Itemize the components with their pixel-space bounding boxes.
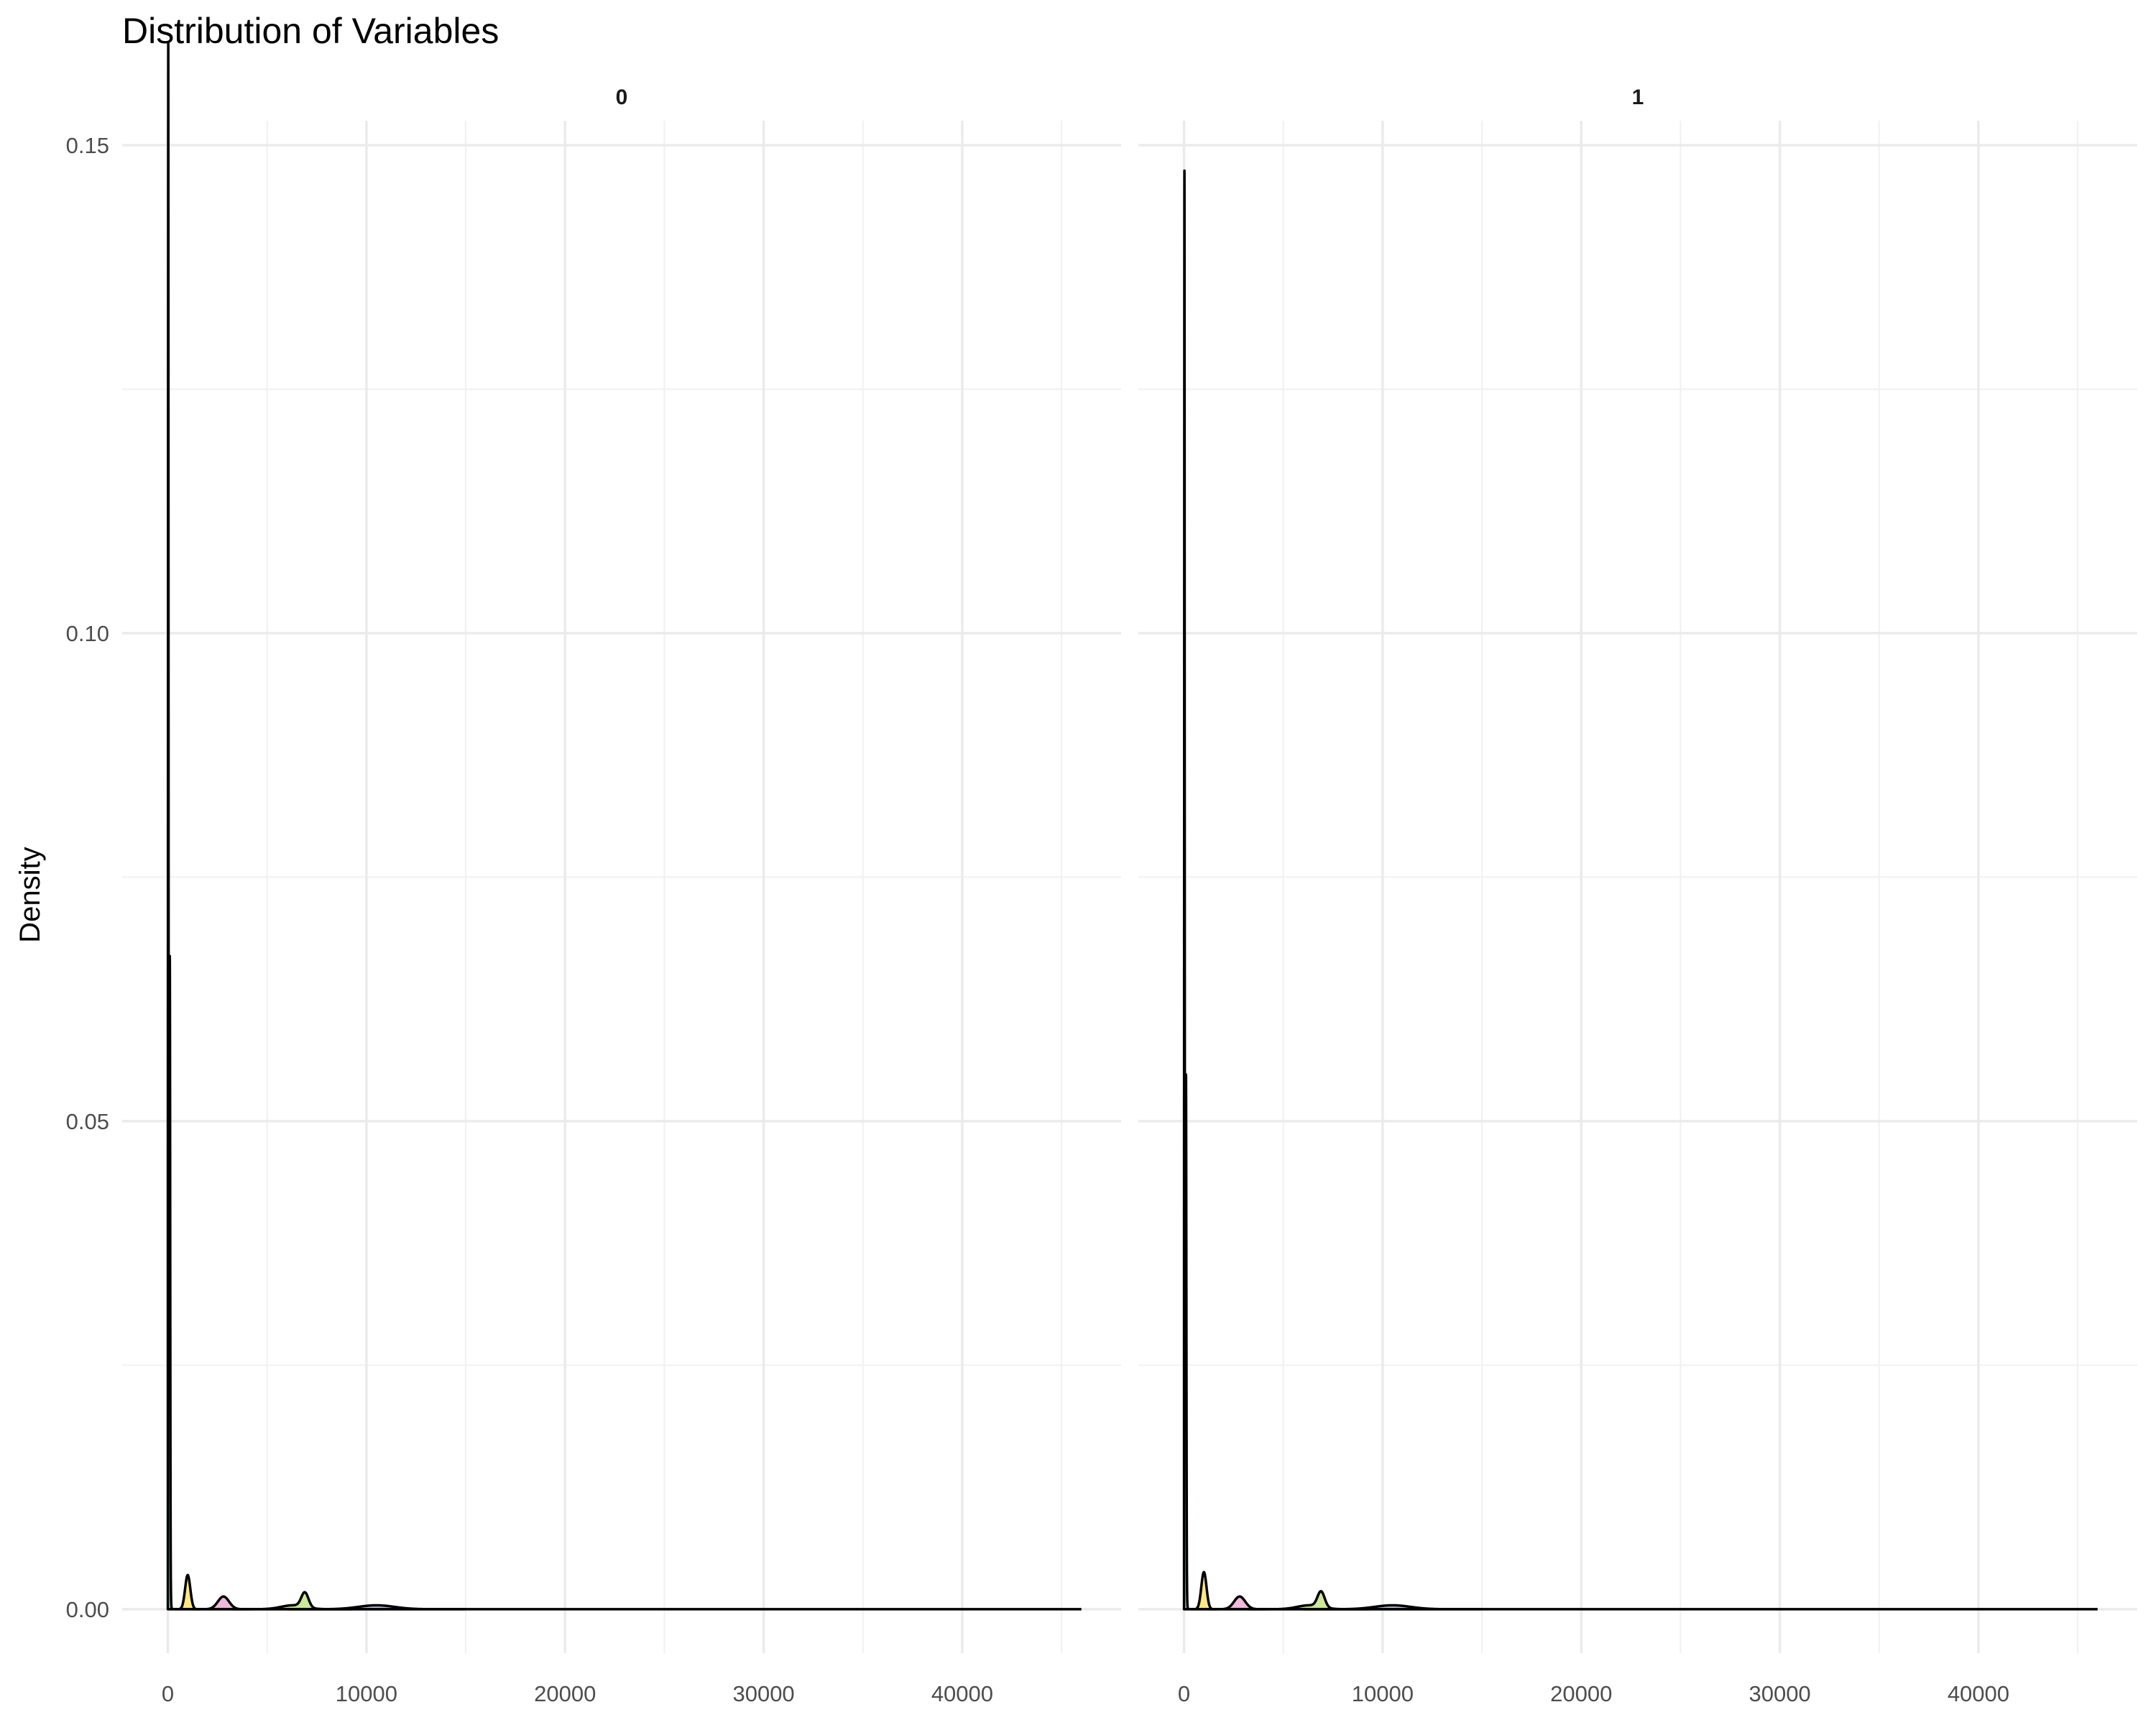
facet-strip-label: 1 bbox=[1632, 86, 1644, 109]
y-tick-label: 0.05 bbox=[66, 1109, 109, 1134]
density-curve-3 bbox=[1210, 1595, 1269, 1611]
y-axis-title: Density bbox=[14, 847, 46, 942]
x-tick-label: 30000 bbox=[1749, 1681, 1810, 1706]
x-tick-label: 0 bbox=[162, 1681, 174, 1706]
density-curve-4 bbox=[1248, 1590, 1370, 1611]
x-tick-label: 40000 bbox=[1948, 1681, 2009, 1706]
x-tick-label: 40000 bbox=[931, 1681, 993, 1706]
y-tick-label: 0.00 bbox=[66, 1597, 109, 1622]
x-tick-label: 20000 bbox=[534, 1681, 596, 1706]
x-tick-label: 10000 bbox=[1352, 1681, 1414, 1706]
facet-strip-label: 0 bbox=[616, 86, 628, 109]
facet-panels: 00 10000 20000 30000 400000.000.050.100.1510… bbox=[66, 42, 2137, 1706]
x-tick-label: 30000 bbox=[732, 1681, 794, 1706]
x-tick-label: 20000 bbox=[1550, 1681, 1612, 1706]
facet-panel-1: 1 0 10000 20000 30000 40000 bbox=[1138, 86, 2137, 1706]
density-curve-2 bbox=[173, 1573, 202, 1611]
density-curve-1 bbox=[166, 42, 175, 1611]
x-tick-label: 0 bbox=[1178, 1681, 1190, 1706]
density-curve-2 bbox=[1189, 1570, 1218, 1611]
density-curve-1 bbox=[1182, 169, 1191, 1611]
x-tick-label: 10000 bbox=[336, 1681, 397, 1706]
facet-panel-0: 0 0 10000 20000 30000 40000 0.00 0.05 0.10 0.15 bbox=[66, 42, 1121, 1706]
chart-title: Distribution of Variables bbox=[122, 11, 499, 51]
y-tick-label: 0.15 bbox=[66, 133, 109, 158]
density-curve-4 bbox=[232, 1591, 354, 1611]
y-tick-label: 0.10 bbox=[66, 621, 109, 646]
density-curve-3 bbox=[194, 1595, 253, 1611]
